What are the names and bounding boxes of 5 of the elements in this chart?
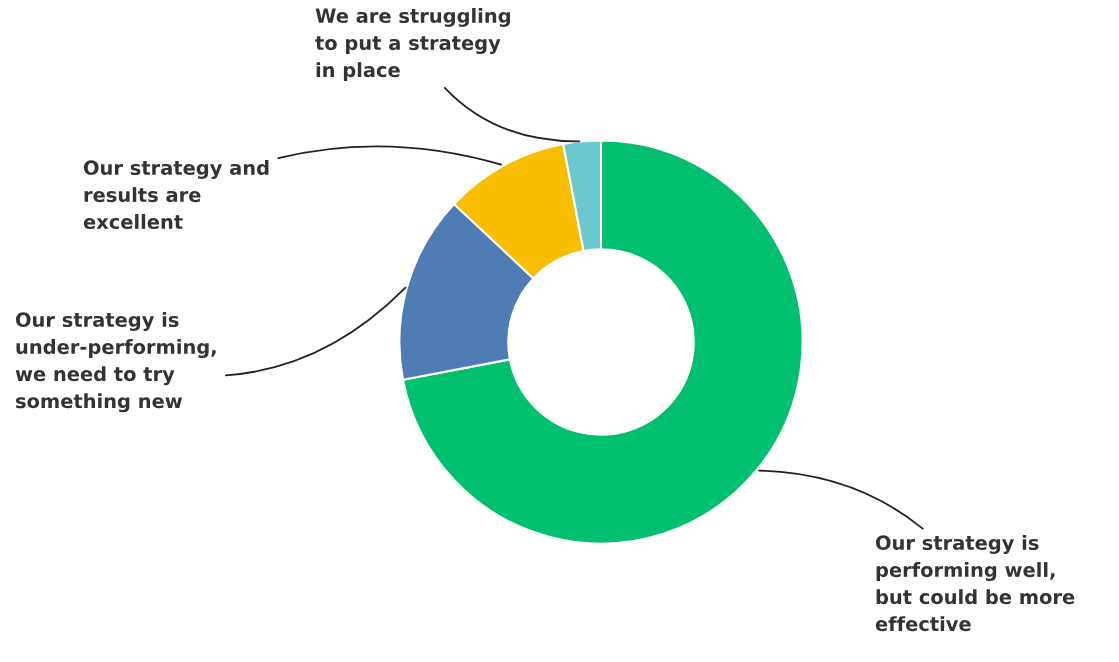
slice-label: Our strategy is performing well, but could be more effective — [875, 535, 1075, 632]
slice-label: Our strategy and results are excellent — [83, 160, 269, 230]
donut-slice — [401, 139, 804, 545]
slice-label: We are struggling to put a strategy in place — [315, 8, 510, 82]
slice-label: Our strategy is under-performing, we need to try something new — [15, 312, 216, 413]
